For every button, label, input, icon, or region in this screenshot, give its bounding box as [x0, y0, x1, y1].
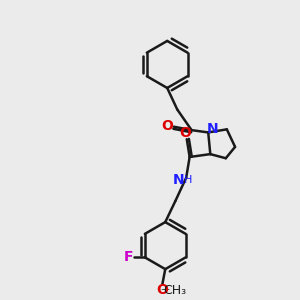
Text: N: N — [207, 122, 218, 136]
Text: O: O — [180, 126, 192, 140]
Text: CH₃: CH₃ — [163, 284, 186, 297]
Text: F: F — [124, 250, 133, 264]
Text: O: O — [157, 284, 168, 297]
Text: H: H — [184, 175, 193, 185]
Text: O: O — [162, 119, 173, 133]
Text: N: N — [173, 173, 185, 187]
